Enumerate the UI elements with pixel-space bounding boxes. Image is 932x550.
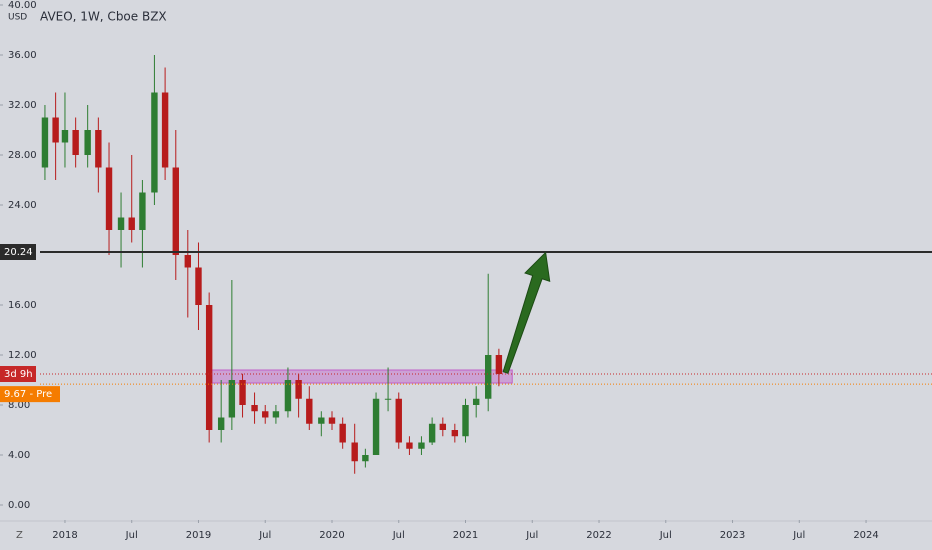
pre-market-label-bg xyxy=(0,386,60,403)
candle-body xyxy=(105,167,113,230)
candle-body xyxy=(484,355,492,399)
candle-body xyxy=(128,217,135,230)
last-price-label: 3d 9h xyxy=(4,369,33,380)
last-price-label-bg xyxy=(0,366,36,382)
y-tick-label: 24.00 xyxy=(8,200,37,211)
horizontal-line-label-bg xyxy=(0,244,36,260)
candle-body xyxy=(52,117,59,143)
candle-body xyxy=(72,130,79,155)
candle-body xyxy=(84,130,91,155)
x-tick-label: Jul xyxy=(792,530,805,541)
y-tick-label: 16.00 xyxy=(8,300,37,311)
timezone[interactable]: Z xyxy=(16,530,23,541)
x-tick-label: 2020 xyxy=(319,530,344,541)
candle-body xyxy=(195,267,202,305)
x-tick-label: Jul xyxy=(659,530,672,541)
y-tick-label: 28.00 xyxy=(8,150,37,161)
candle-body xyxy=(184,255,192,268)
x-tick-label: 2019 xyxy=(186,530,211,541)
candle-body xyxy=(384,398,392,400)
horizontal-line-label: 20.24 xyxy=(4,247,33,258)
y-tick-label: 36.00 xyxy=(8,50,37,61)
zone xyxy=(211,369,513,384)
candle-body xyxy=(117,217,125,230)
x-tick-label: 2022 xyxy=(586,530,611,541)
candle-body xyxy=(372,398,380,455)
candle-body xyxy=(462,405,469,437)
candle-body xyxy=(318,417,325,424)
x-tick-label: Jul xyxy=(525,530,538,541)
candle-body xyxy=(161,92,169,168)
candle-body xyxy=(328,417,336,424)
candle-body xyxy=(262,411,269,418)
candle-body xyxy=(351,442,358,462)
candle-body xyxy=(151,92,158,193)
y-unit: USD xyxy=(8,13,27,23)
candle-body xyxy=(362,455,369,462)
candle-body xyxy=(451,430,459,437)
pre-market-label: 9.67 - Pre xyxy=(4,389,52,400)
candle-body xyxy=(251,405,258,412)
y-tick-label: 8.00 xyxy=(8,400,30,411)
y-tick-label: 12.00 xyxy=(8,350,37,361)
x-tick-label: Jul xyxy=(392,530,405,541)
y-tick-label: 40.00 xyxy=(8,0,37,11)
candle-body xyxy=(61,130,69,143)
x-tick-label: 2023 xyxy=(720,530,745,541)
candle-body xyxy=(139,192,146,230)
candle-body xyxy=(272,411,280,418)
candle-body xyxy=(41,117,49,168)
chart-title: AVEO, 1W, Cboe BZX xyxy=(40,10,167,24)
arrow xyxy=(502,251,551,374)
candle-body xyxy=(428,423,436,443)
candle-body xyxy=(228,380,236,418)
candle-body xyxy=(284,380,292,412)
candle-body xyxy=(239,380,246,405)
candle-body xyxy=(406,442,413,449)
candle-body xyxy=(472,398,480,405)
x-tick-label: 2018 xyxy=(52,530,77,541)
candle-body xyxy=(395,398,402,443)
x-tick-label: Jul xyxy=(258,530,271,541)
candle-body xyxy=(439,423,447,430)
candle-body xyxy=(205,305,213,430)
candle-body xyxy=(217,417,225,430)
candle-body xyxy=(339,423,346,443)
candle-body xyxy=(95,130,102,168)
x-tick-label: 2024 xyxy=(853,530,878,541)
candle-body xyxy=(306,398,313,424)
candle-body xyxy=(418,442,425,449)
candle-body xyxy=(295,380,302,399)
y-tick-label: 32.00 xyxy=(8,100,37,111)
y-tick-label: 4.00 xyxy=(8,450,30,461)
y-tick-label: 0.00 xyxy=(8,500,30,511)
x-tick-label: Jul xyxy=(125,530,138,541)
x-tick-label: 2021 xyxy=(453,530,478,541)
candle-body xyxy=(495,355,503,374)
candle-body xyxy=(172,167,179,255)
